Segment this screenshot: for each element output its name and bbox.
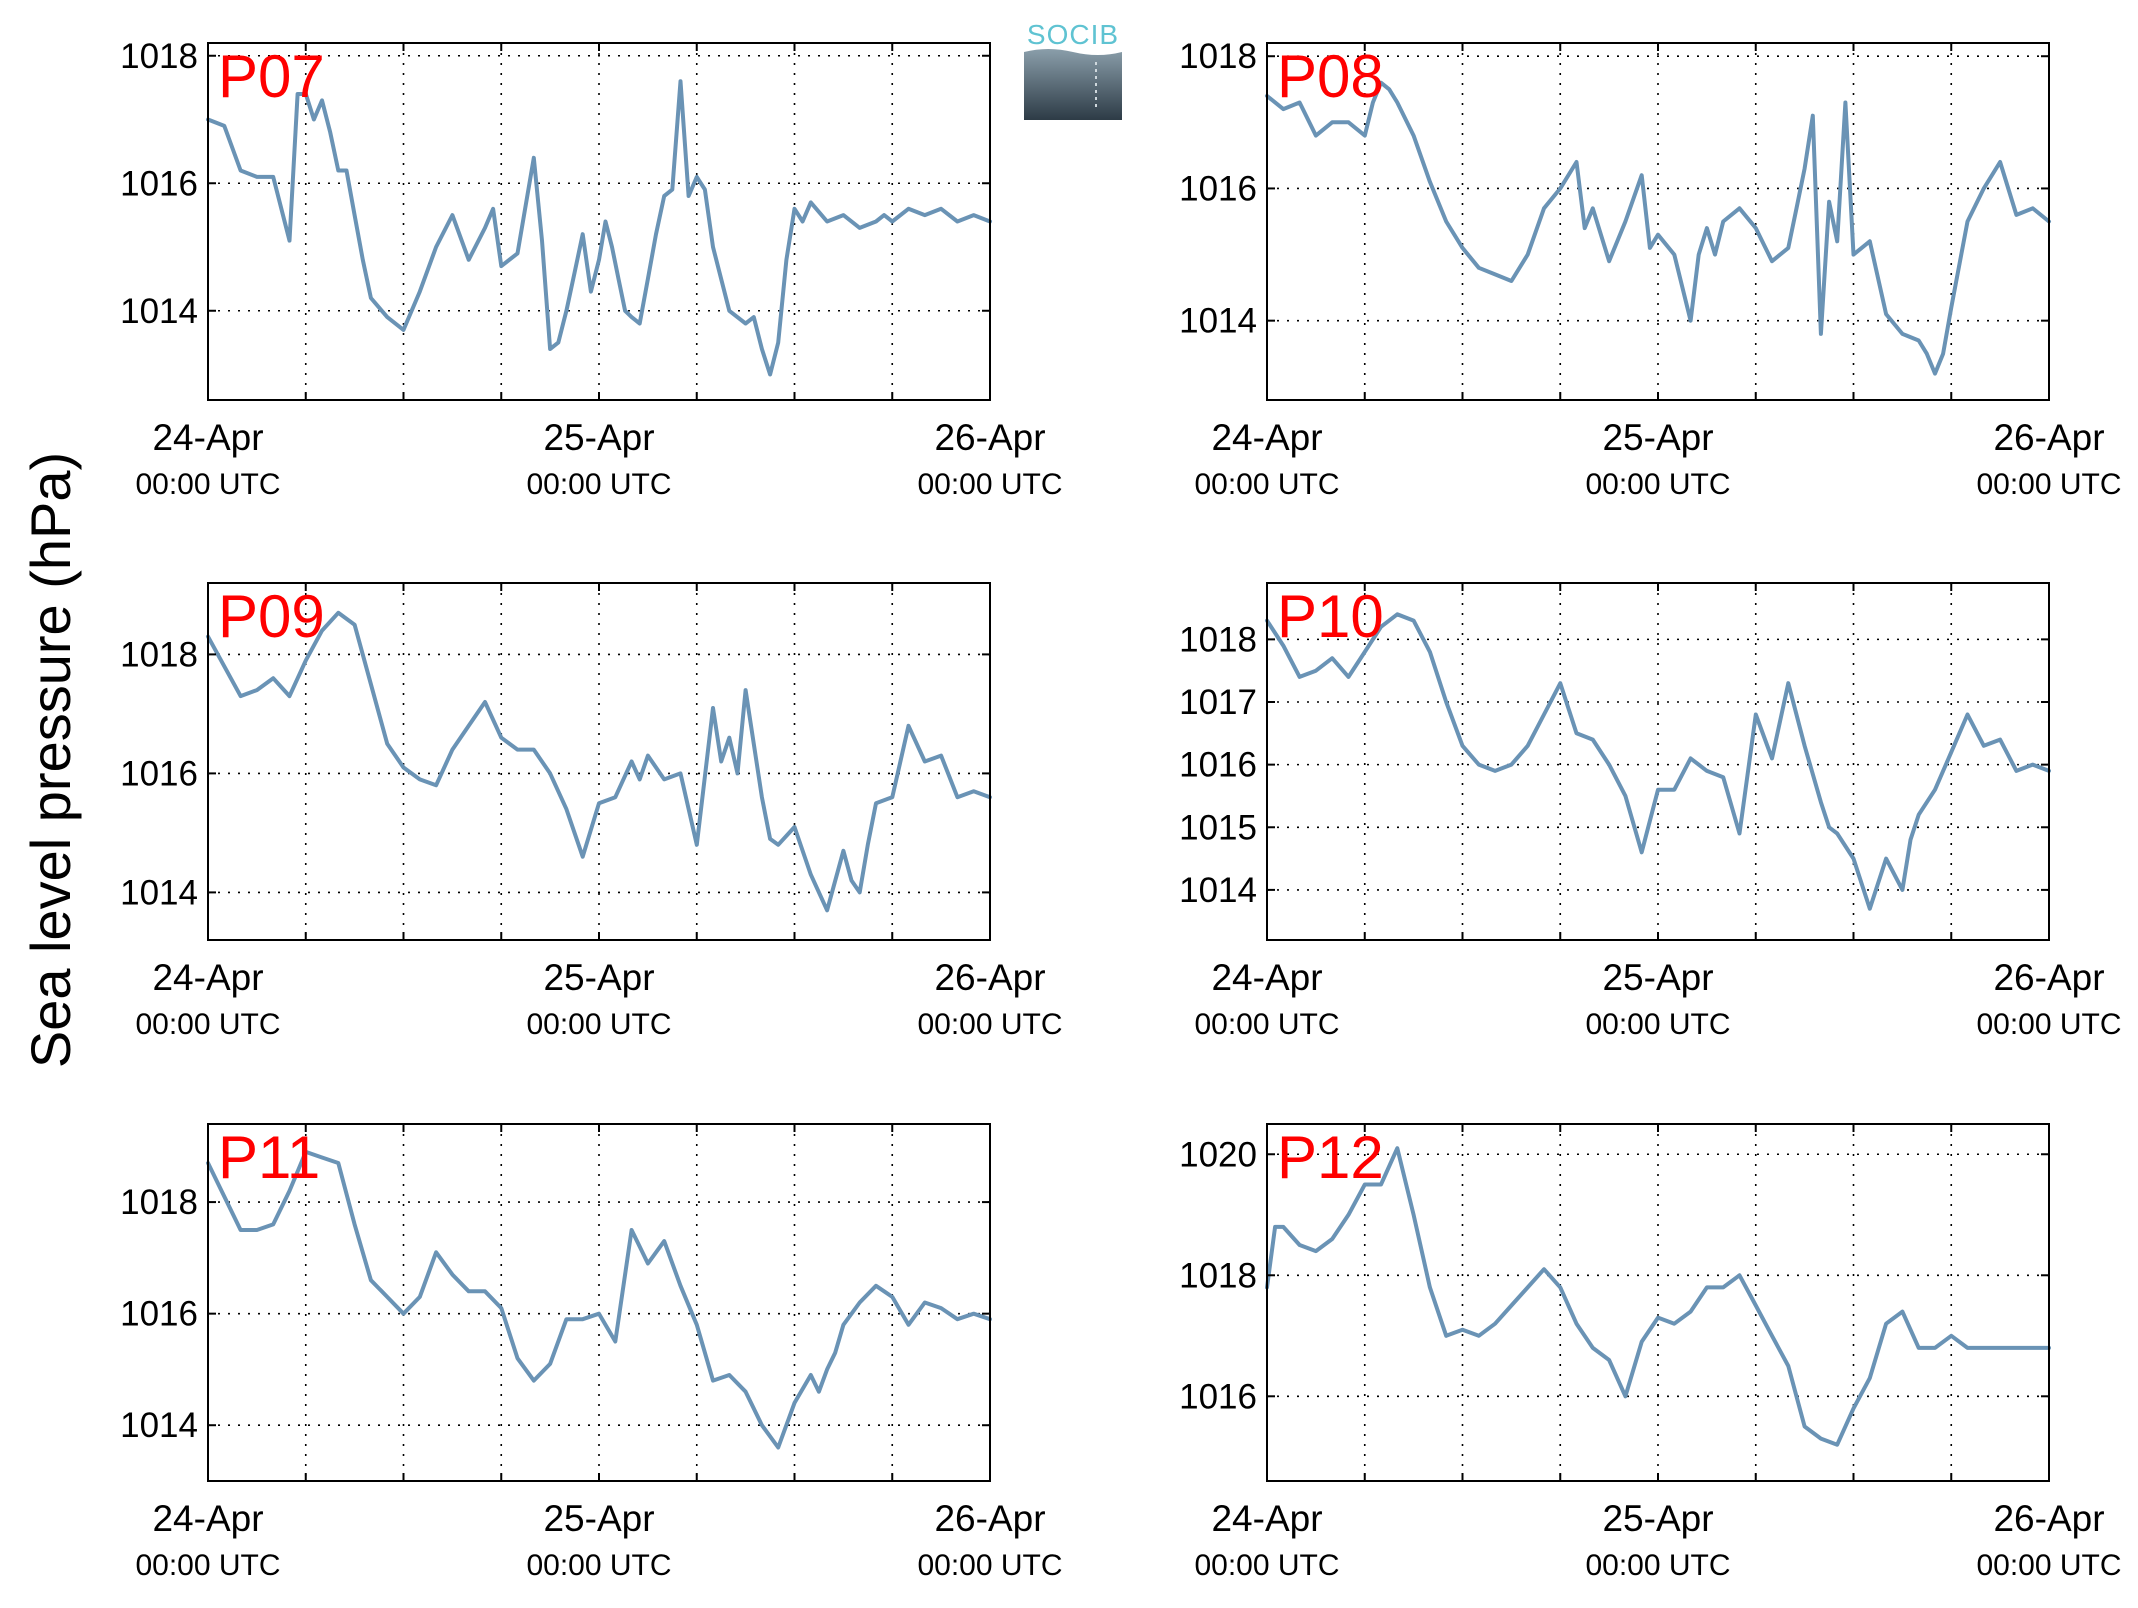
socib-logo: SOCIB bbox=[1024, 19, 1122, 120]
x-tick-time-label: 00:00 UTC bbox=[1585, 468, 1730, 501]
panel-p10: 1014 1015 1016 1017 1018 24-Apr 00:00 UTC 25-Ap… bbox=[1179, 582, 2122, 1041]
panel-station-label: P11 bbox=[218, 1124, 320, 1191]
series-line-p07 bbox=[206, 79, 992, 377]
y-tick-label: 1018 bbox=[1179, 620, 1257, 659]
y-tick-label: 1014 bbox=[1179, 871, 1257, 910]
y-tick-label: 1018 bbox=[1179, 1256, 1257, 1295]
panel-station-label: P09 bbox=[218, 583, 325, 650]
y-tick-label: 1017 bbox=[1179, 683, 1257, 722]
x-tick-time-label: 00:00 UTC bbox=[1194, 1008, 1339, 1041]
y-tick-label: 1016 bbox=[1179, 1377, 1257, 1416]
y-tick-label: 1014 bbox=[120, 1406, 198, 1445]
x-tick-date-label: 25-Apr bbox=[1602, 957, 1713, 998]
x-tick-time-label: 00:00 UTC bbox=[917, 1549, 1062, 1582]
x-tick-date-label: 25-Apr bbox=[1602, 1498, 1713, 1539]
x-tick-time-label: 00:00 UTC bbox=[1585, 1549, 1730, 1582]
x-tick-date-label: 26-Apr bbox=[934, 957, 1045, 998]
series-line-p08 bbox=[1265, 80, 2051, 376]
y-tick-label: 1016 bbox=[1179, 746, 1257, 785]
x-tick-time-label: 00:00 UTC bbox=[135, 468, 280, 501]
x-tick-date-label: 26-Apr bbox=[1993, 417, 2104, 458]
x-tick-date-label: 24-Apr bbox=[1211, 957, 1322, 998]
x-tick-time-label: 00:00 UTC bbox=[1194, 1549, 1339, 1582]
y-tick-label: 1018 bbox=[120, 635, 198, 674]
x-tick-date-label: 25-Apr bbox=[543, 417, 654, 458]
panel-station-label: P10 bbox=[1277, 583, 1384, 650]
axes-frame bbox=[1266, 42, 2050, 401]
axes-frame bbox=[207, 582, 991, 941]
panel-p09: 1014 1016 1018 24-Apr 00:00 UTC 25-Apr 00:00 U… bbox=[120, 582, 1063, 1041]
x-tick-date-label: 24-Apr bbox=[1211, 417, 1322, 458]
x-tick-time-label: 00:00 UTC bbox=[1194, 468, 1339, 501]
series-line-p09 bbox=[206, 610, 992, 913]
x-tick-date-label: 25-Apr bbox=[543, 1498, 654, 1539]
x-tick-date-label: 25-Apr bbox=[1602, 417, 1713, 458]
x-tick-time-label: 00:00 UTC bbox=[1976, 1549, 2121, 1582]
x-tick-time-label: 00:00 UTC bbox=[526, 1008, 671, 1041]
y-tick-label: 1014 bbox=[1179, 302, 1257, 341]
y-tick-label: 1018 bbox=[120, 1183, 198, 1222]
panel-station-label: P08 bbox=[1277, 43, 1384, 110]
y-tick-label: 1018 bbox=[1179, 37, 1257, 76]
y-tick-label: 1016 bbox=[1179, 169, 1257, 208]
panel-p07: 1014 1016 1018 24-Apr 00:00 UTC 25-Apr 00:00 U… bbox=[120, 37, 1062, 501]
x-tick-time-label: 00:00 UTC bbox=[135, 1008, 280, 1041]
series-line-p12 bbox=[1265, 1146, 2051, 1447]
panel-station-label: P12 bbox=[1277, 1124, 1384, 1191]
y-axis-label: Sea level pressure (hPa) bbox=[19, 452, 82, 1068]
x-tick-time-label: 00:00 UTC bbox=[1976, 1008, 2121, 1041]
x-tick-date-label: 24-Apr bbox=[152, 417, 263, 458]
x-tick-date-label: 25-Apr bbox=[543, 957, 654, 998]
x-tick-date-label: 26-Apr bbox=[934, 417, 1045, 458]
y-tick-label: 1016 bbox=[120, 164, 198, 203]
panel-p11: 1014 1016 1018 24-Apr 00:00 UTC 25-Apr 00:00 U… bbox=[120, 1123, 1063, 1582]
y-tick-label: 1018 bbox=[120, 37, 198, 76]
series-line-p11 bbox=[206, 1149, 992, 1450]
y-tick-label: 1016 bbox=[120, 754, 198, 793]
axes-frame bbox=[207, 1123, 991, 1482]
x-tick-date-label: 24-Apr bbox=[152, 957, 263, 998]
panel-p08: 1014 1016 1018 24-Apr 00:00 UTC 25-Apr 00:00 U… bbox=[1179, 37, 2121, 501]
x-tick-time-label: 00:00 UTC bbox=[917, 468, 1062, 501]
x-tick-time-label: 00:00 UTC bbox=[1976, 468, 2121, 501]
x-tick-time-label: 00:00 UTC bbox=[526, 1549, 671, 1582]
x-tick-time-label: 00:00 UTC bbox=[135, 1549, 280, 1582]
x-tick-time-label: 00:00 UTC bbox=[1585, 1008, 1730, 1041]
y-tick-label: 1016 bbox=[120, 1295, 198, 1334]
y-tick-label: 1015 bbox=[1179, 808, 1257, 847]
axes-frame bbox=[1266, 582, 2050, 941]
series-line-p10 bbox=[1265, 612, 2051, 911]
x-tick-time-label: 00:00 UTC bbox=[526, 468, 671, 501]
logo-text: SOCIB bbox=[1027, 19, 1119, 50]
x-tick-date-label: 24-Apr bbox=[152, 1498, 263, 1539]
x-tick-date-label: 24-Apr bbox=[1211, 1498, 1322, 1539]
panel-station-label: P07 bbox=[218, 43, 325, 110]
x-tick-date-label: 26-Apr bbox=[1993, 957, 2104, 998]
panel-p12: 1016 1018 1020 24-Apr 00:00 UTC 25-Apr 00:00 U… bbox=[1179, 1123, 2122, 1582]
y-tick-label: 1014 bbox=[120, 292, 198, 331]
x-tick-date-label: 26-Apr bbox=[1993, 1498, 2104, 1539]
x-tick-date-label: 26-Apr bbox=[934, 1498, 1045, 1539]
y-tick-label: 1014 bbox=[120, 873, 198, 912]
x-tick-time-label: 00:00 UTC bbox=[917, 1008, 1062, 1041]
y-tick-label: 1020 bbox=[1179, 1135, 1257, 1174]
